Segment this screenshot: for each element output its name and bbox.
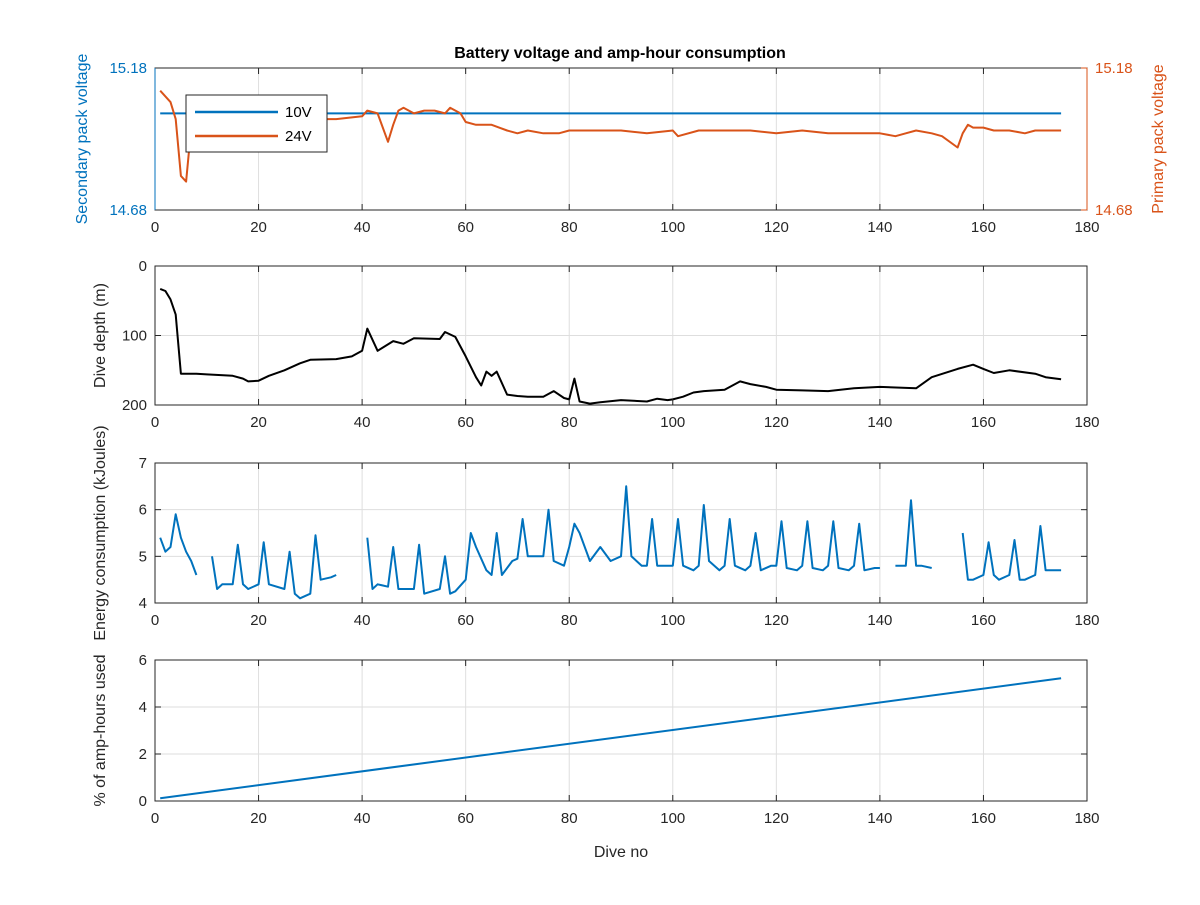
chart-title: Battery voltage and amp-hour consumption xyxy=(454,45,786,62)
legend-label: 24V xyxy=(285,128,312,145)
series-line xyxy=(159,513,198,576)
x-tick-label: 120 xyxy=(764,414,789,431)
x-tick-label: 180 xyxy=(1074,219,1099,236)
x-tick-label: 100 xyxy=(660,219,685,236)
x-tick-label: 80 xyxy=(561,219,578,236)
subplot-1: 0 20 40 60 80 100 120 140 160 18014.6815.1814.681… xyxy=(74,54,1167,236)
x-tick-label: 60 xyxy=(457,414,474,431)
x-tick-label: 20 xyxy=(250,219,267,236)
x-tick-label: 0 xyxy=(151,414,159,431)
x-tick-label: 0 xyxy=(151,219,159,236)
y-tick-label: 4 xyxy=(139,699,147,716)
y-tick-label: 100 xyxy=(122,328,147,345)
y-axis-label: Dive depth (m) xyxy=(92,283,109,388)
x-tick-label: 140 xyxy=(867,612,892,629)
legend-label: 10V xyxy=(285,104,312,121)
x-tick-label: 100 xyxy=(660,612,685,629)
x-tick-label: 40 xyxy=(354,810,371,827)
axes-box xyxy=(154,659,1088,802)
x-tick-label: 120 xyxy=(764,810,789,827)
plot-area xyxy=(155,463,1087,603)
y-tick-label: 0 xyxy=(139,793,147,810)
x-tick-label: 80 xyxy=(561,414,578,431)
y-tick-label: 5 xyxy=(139,548,147,565)
y-right-tick-label: 14.68 xyxy=(1095,202,1133,219)
x-tick-label: 80 xyxy=(561,612,578,629)
series-line xyxy=(159,287,1062,405)
legend-box xyxy=(185,94,328,153)
y-tick-label: 200 xyxy=(122,397,147,414)
x-tick-label: 20 xyxy=(250,414,267,431)
x-tick-label: 160 xyxy=(971,219,996,236)
x-tick-label: 60 xyxy=(457,219,474,236)
subplot-3: 0 20 40 60 80 100 120 140 160 180 4 5 6 7 Energy consu… xyxy=(92,425,1100,640)
x-tick-label: 100 xyxy=(660,414,685,431)
x-tick-label: 140 xyxy=(867,219,892,236)
x-tick-label: 180 xyxy=(1074,612,1099,629)
y-tick-label: 6 xyxy=(139,502,147,519)
x-tick-label: 120 xyxy=(764,219,789,236)
x-tick-label: 160 xyxy=(971,414,996,431)
x-tick-label: 40 xyxy=(354,219,371,236)
series-line xyxy=(895,499,932,569)
axes-box xyxy=(154,462,1088,604)
y-axis-label: % of amp-hours used xyxy=(92,654,109,806)
subplot-4: 0 20 40 60 80 100 120 140 160 180 0 2 4 6 % of amp-hou… xyxy=(92,652,1100,861)
x-tick-label: 100 xyxy=(660,810,685,827)
x-tick-label: 180 xyxy=(1074,414,1099,431)
series-line xyxy=(211,534,337,600)
x-tick-label: 160 xyxy=(971,810,996,827)
y-right-axis-label: Primary pack voltage xyxy=(1150,64,1167,213)
y-tick-label: 15.18 xyxy=(109,60,147,77)
y-axis-label: Energy consumption (kJoules) xyxy=(92,425,109,640)
y-tick-label: 4 xyxy=(139,595,147,612)
x-tick-label: 40 xyxy=(354,612,371,629)
x-axis-label: Dive no xyxy=(594,844,648,861)
y-axis-label: Secondary pack voltage xyxy=(74,54,91,225)
y-right-tick-label: 15.18 xyxy=(1095,60,1133,77)
x-tick-label: 120 xyxy=(764,612,789,629)
x-tick-label: 0 xyxy=(151,612,159,629)
series-line xyxy=(366,485,880,595)
x-tick-label: 0 xyxy=(151,810,159,827)
y-tick-label: 0 xyxy=(139,258,147,275)
y-tick-label: 14.68 xyxy=(109,202,147,219)
x-tick-label: 60 xyxy=(457,810,474,827)
y-tick-label: 6 xyxy=(139,652,147,669)
x-tick-label: 80 xyxy=(561,810,578,827)
series-line xyxy=(961,525,1062,581)
x-tick-label: 140 xyxy=(867,414,892,431)
x-tick-label: 160 xyxy=(971,612,996,629)
y-tick-label: 2 xyxy=(139,746,147,763)
subplot-2: 0 20 40 60 80 100 120 140 160 180 0 100 200 Dive dept… xyxy=(92,258,1100,431)
x-tick-label: 140 xyxy=(867,810,892,827)
x-tick-label: 20 xyxy=(250,810,267,827)
x-tick-label: 60 xyxy=(457,612,474,629)
y-tick-label: 7 xyxy=(139,455,147,472)
series-line xyxy=(160,677,1062,800)
x-tick-label: 180 xyxy=(1074,810,1099,827)
x-tick-label: 20 xyxy=(250,612,267,629)
x-tick-label: 40 xyxy=(354,414,371,431)
